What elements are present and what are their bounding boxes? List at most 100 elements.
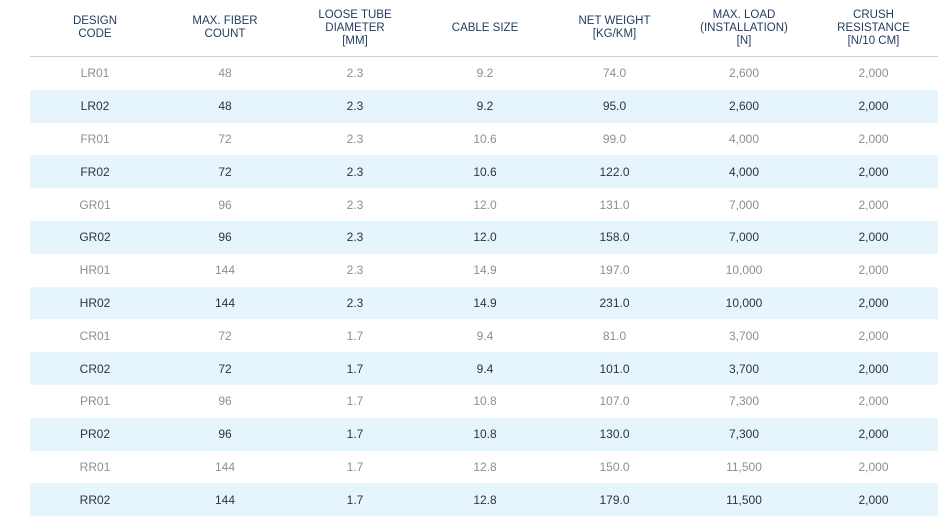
table-row: RR02 144 1.7 12.8 179.0 11,500 2,000 xyxy=(30,483,938,517)
cell-max-fiber-count: 96 xyxy=(160,417,290,451)
cell-cable-size: 10.6 xyxy=(420,155,550,189)
table-row: GR01 96 2.3 12.0 131.0 7,000 2,000 xyxy=(30,188,938,221)
cell-design-code: GR01 xyxy=(79,197,111,212)
cell-max-load: 11,500 xyxy=(679,483,809,517)
cell-crush-resistance: 2,000 xyxy=(809,89,938,123)
cell-crush-resistance: 2,000 xyxy=(809,286,938,320)
cell-max-fiber-count: 72 xyxy=(160,352,290,385)
cell-max-load: 7,300 xyxy=(679,417,809,451)
header-cable-size: CABLE SIZE xyxy=(420,0,550,57)
cell-design-code: CR01 xyxy=(79,328,111,343)
cell-loose-tube-diameter: 1.7 xyxy=(290,483,420,517)
cell-loose-tube-diameter: 1.7 xyxy=(346,394,364,409)
cell-net-weight: 107.0 xyxy=(599,394,630,409)
cell-max-load: 11,500 xyxy=(726,459,762,474)
cell-max-load: 4,000 xyxy=(728,131,760,146)
cell-cable-size: 9.2 xyxy=(420,89,550,123)
header-crush-resistance: CRUSH RESISTANCE [N/10 CM] xyxy=(809,0,938,57)
cell-net-weight: 74.0 xyxy=(602,66,627,81)
cell-cable-size: 12.8 xyxy=(473,459,497,474)
cell-max-fiber-count: 96 xyxy=(218,394,232,409)
cell-max-load: 10,000 xyxy=(725,263,763,278)
cell-net-weight: 101.0 xyxy=(550,352,679,385)
cell-loose-tube-diameter: 2.3 xyxy=(346,131,364,146)
cell-design-code: RR01 xyxy=(79,459,111,474)
table-header: DESIGN CODE MAX. FIBER COUNT LOOSE TUBE … xyxy=(30,0,938,57)
cell-design-code: HR02 xyxy=(30,286,160,320)
cell-net-weight: 179.0 xyxy=(550,483,679,517)
cell-max-fiber-count: 96 xyxy=(160,220,290,254)
cell-loose-tube-diameter: 2.3 xyxy=(290,89,420,123)
cell-loose-tube-diameter: 1.7 xyxy=(290,417,420,451)
cell-design-code: PR02 xyxy=(30,417,160,451)
cell-net-weight: 158.0 xyxy=(550,220,679,254)
header-max-fiber-count: MAX. FIBER COUNT xyxy=(160,0,290,57)
cell-max-load: 10,000 xyxy=(679,286,809,320)
cell-max-fiber-count: 144 xyxy=(214,263,236,278)
table-row: LR02 48 2.3 9.2 95.0 2,600 2,000 xyxy=(30,89,938,123)
cell-crush-resistance: 2,000 xyxy=(809,483,938,517)
cell-crush-resistance: 2,000 xyxy=(858,328,889,343)
cell-loose-tube-diameter: 2.3 xyxy=(346,263,364,278)
cell-loose-tube-diameter: 2.3 xyxy=(346,66,364,81)
cable-spec-table-container: DESIGN CODE MAX. FIBER COUNT LOOSE TUBE … xyxy=(30,0,938,517)
cell-loose-tube-diameter: 1.7 xyxy=(290,352,420,385)
cell-crush-resistance: 2,000 xyxy=(809,155,938,189)
cell-crush-resistance: 2,000 xyxy=(809,417,938,451)
cell-cable-size: 14.9 xyxy=(473,263,497,278)
cell-cable-size: 9.4 xyxy=(476,328,494,343)
cell-max-fiber-count: 48 xyxy=(160,89,290,123)
cell-max-load: 3,700 xyxy=(728,328,760,343)
cell-net-weight: 99.0 xyxy=(602,131,627,146)
cell-max-load: 2,600 xyxy=(679,89,809,123)
table-row: RR01 144 1.7 12.8 150.0 11,500 2,000 xyxy=(30,451,938,484)
table-row: GR02 96 2.3 12.0 158.0 7,000 2,000 xyxy=(30,220,938,254)
cell-net-weight: 95.0 xyxy=(550,89,679,123)
cell-net-weight: 81.0 xyxy=(602,328,627,343)
cell-max-load: 7,000 xyxy=(679,220,809,254)
cell-net-weight: 150.0 xyxy=(599,459,630,474)
cell-net-weight: 231.0 xyxy=(550,286,679,320)
header-max-load: MAX. LOAD (INSTALLATION) [N] xyxy=(679,0,809,57)
header-row: DESIGN CODE MAX. FIBER COUNT LOOSE TUBE … xyxy=(30,0,938,57)
cell-design-code: LR01 xyxy=(80,66,110,81)
cell-cable-size: 10.8 xyxy=(420,417,550,451)
table-row: PR02 96 1.7 10.8 130.0 7,300 2,000 xyxy=(30,417,938,451)
table-row: PR01 96 1.7 10.8 107.0 7,300 2,000 xyxy=(30,385,938,418)
table-row: FR01 72 2.3 10.6 99.0 4,000 2,000 xyxy=(30,123,938,156)
cell-max-load: 3,700 xyxy=(679,352,809,385)
cell-max-fiber-count: 72 xyxy=(218,328,232,343)
cell-net-weight: 197.0 xyxy=(599,263,630,278)
cell-cable-size: 9.2 xyxy=(476,66,494,81)
cell-crush-resistance: 2,000 xyxy=(858,197,889,212)
cell-crush-resistance: 2,000 xyxy=(809,220,938,254)
cell-loose-tube-diameter: 1.7 xyxy=(346,328,364,343)
cell-max-fiber-count: 72 xyxy=(218,131,232,146)
cell-crush-resistance: 2,000 xyxy=(809,352,938,385)
cell-design-code: GR02 xyxy=(30,220,160,254)
cell-crush-resistance: 2,000 xyxy=(858,131,889,146)
table-row: CR02 72 1.7 9.4 101.0 3,700 2,000 xyxy=(30,352,938,385)
cell-loose-tube-diameter: 1.7 xyxy=(346,459,364,474)
cell-crush-resistance: 2,000 xyxy=(858,394,889,409)
cell-design-code: PR01 xyxy=(79,394,111,409)
cell-cable-size: 12.0 xyxy=(420,220,550,254)
cell-loose-tube-diameter: 2.3 xyxy=(346,197,364,212)
header-net-weight: NET WEIGHT [KG/KM] xyxy=(550,0,679,57)
cell-loose-tube-diameter: 2.3 xyxy=(290,220,420,254)
cell-max-fiber-count: 48 xyxy=(218,66,232,81)
table-row: HR01 144 2.3 14.9 197.0 10,000 2,000 xyxy=(30,254,938,287)
cell-cable-size: 9.4 xyxy=(420,352,550,385)
cell-max-fiber-count: 144 xyxy=(160,286,290,320)
table-body: LR01 48 2.3 9.2 74.0 2,600 2,000 LR02 48 2.3 9.2 95… xyxy=(30,57,938,517)
cell-crush-resistance: 2,000 xyxy=(858,66,889,81)
cell-max-fiber-count: 96 xyxy=(218,197,232,212)
cell-loose-tube-diameter: 2.3 xyxy=(290,286,420,320)
cell-design-code: HR01 xyxy=(79,263,111,278)
cell-crush-resistance: 2,000 xyxy=(858,263,889,278)
table-row: HR02 144 2.3 14.9 231.0 10,000 2,000 xyxy=(30,286,938,320)
cell-max-fiber-count: 144 xyxy=(160,483,290,517)
table-row: CR01 72 1.7 9.4 81.0 3,700 2,000 xyxy=(30,319,938,352)
cell-design-code: CR02 xyxy=(30,352,160,385)
cell-cable-size: 12.0 xyxy=(473,197,497,212)
